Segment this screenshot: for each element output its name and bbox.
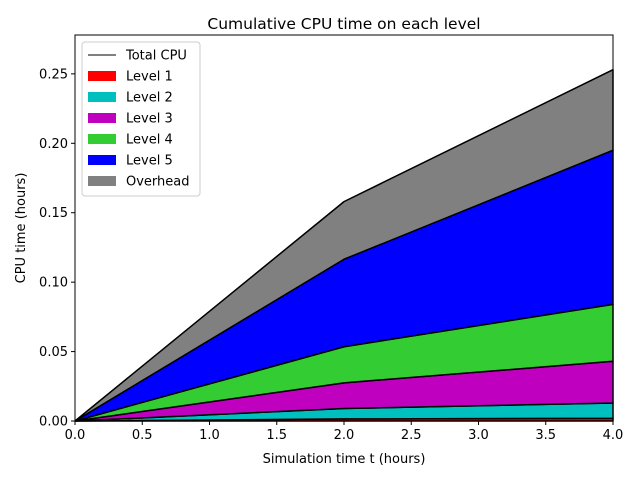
legend-label-level-1: Level 1 [126,70,173,85]
x-tick-label: 2.0 [334,428,355,443]
legend-label-total-cpu: Total CPU [125,49,187,64]
x-tick-label: 1.5 [266,428,287,443]
legend: Total CPU Level 1 Level 2 Level 3 Level 4 Lev… [81,41,201,197]
legend-label-overhead: Overhead [126,175,190,190]
y-tick-label: 0.00 [39,415,68,430]
y-axis-label: CPU time (hours) [14,173,29,284]
total-line-group [74,69,614,422]
legend-swatch-level-3 [88,113,116,123]
x-axis: 0.0 0.5 1.0 1.5 2.0 2.5 3.0 3.5 4.0 [65,421,624,443]
legend-swatch-level-4 [88,134,116,144]
x-tick-label: 2.5 [401,428,422,443]
x-tick-label: 0.5 [132,428,153,443]
x-tick-label: 1.0 [199,428,220,443]
y-axis: 0.00 0.05 0.10 0.15 0.20 0.25 [39,67,75,430]
legend-swatch-level-2 [88,92,116,102]
legend-swatch-overhead [88,176,116,186]
legend-label-level-4: Level 4 [126,133,173,148]
x-tick-label: 3.0 [468,428,489,443]
legend-swatch-level-1 [88,71,116,81]
x-tick-label: 3.5 [535,428,556,443]
y-tick-label: 0.20 [39,137,68,152]
legend-label-level-3: Level 3 [126,112,173,127]
legend-label-level-2: Level 2 [126,91,173,106]
legend-label-level-5: Level 5 [126,154,173,169]
chart-title: Cumulative CPU time on each level [207,15,480,33]
y-tick-label: 0.25 [39,67,68,82]
x-tick-label: 0.0 [65,428,86,443]
y-tick-label: 0.05 [39,345,68,360]
legend-swatch-level-5 [88,155,116,165]
total-cpu-line [74,69,614,422]
x-tick-label: 4.0 [603,428,624,443]
y-tick-label: 0.15 [39,206,68,221]
x-axis-label: Simulation time t (hours) [263,452,426,467]
y-tick-label: 0.10 [39,276,68,291]
